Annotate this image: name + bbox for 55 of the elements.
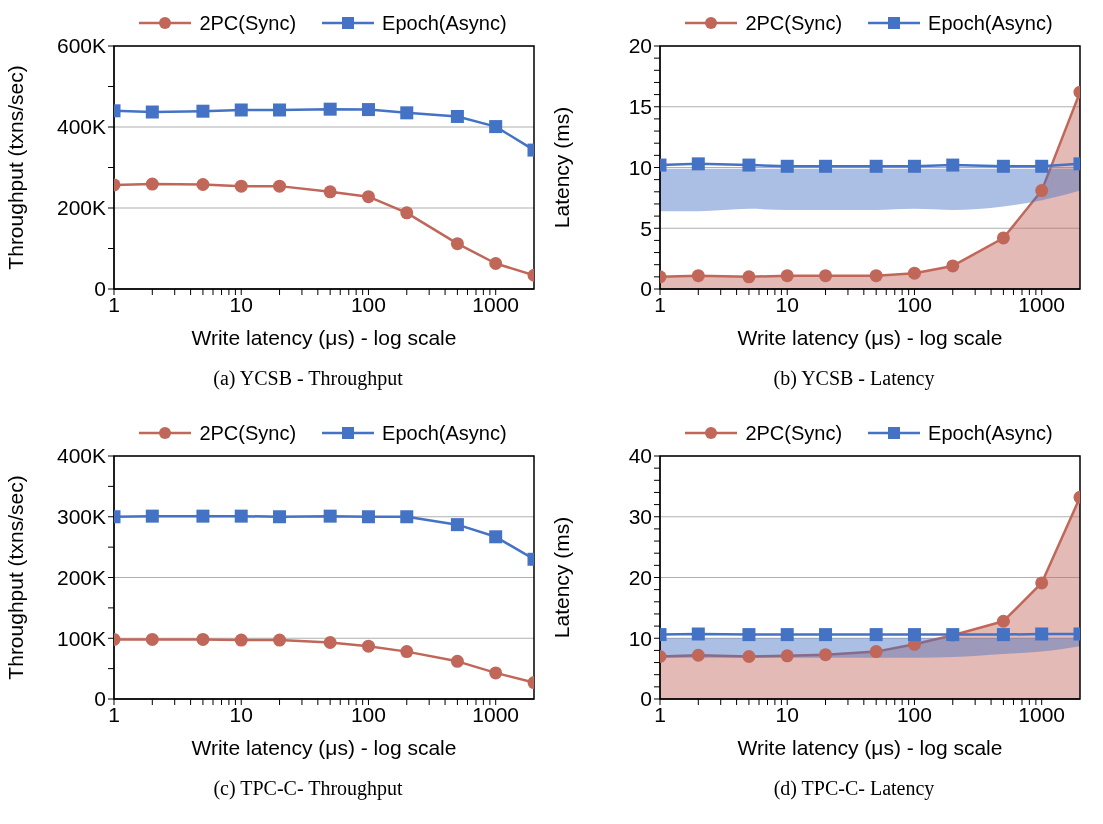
legend-label: 2PC(Sync): [199, 421, 297, 445]
y-tick-label: 10: [628, 626, 652, 650]
legend-label: 2PC(Sync): [745, 421, 843, 445]
x-axis-title: Write latency (μs) - log scale: [737, 326, 1003, 349]
legend-label: Epoch(Async): [382, 421, 507, 445]
x-tick-label: 1: [654, 702, 666, 726]
y-axis-title: Throughput (txns/sec): [4, 65, 28, 270]
x-tick-label: 100: [350, 702, 386, 726]
x-tick-label: 1: [108, 292, 120, 316]
y-tick-label: 20: [628, 565, 652, 589]
y-tick-label: 200K: [56, 565, 106, 589]
legend-label: Epoch(Async): [928, 421, 1053, 445]
y-tick-label: 0: [94, 277, 106, 301]
y-tick-label: 400K: [56, 115, 106, 139]
x-tick-label: 100: [896, 702, 932, 726]
x-axis-title: Write latency (μs) - log scale: [191, 326, 457, 349]
x-tick-label: 1: [654, 292, 666, 316]
x-tick-label: 1000: [472, 292, 520, 316]
y-tick-label: 40: [628, 444, 652, 468]
x-tick-label: 10: [229, 702, 253, 726]
x-tick-label: 1: [108, 702, 120, 726]
x-tick-label: 1000: [472, 702, 520, 726]
y-tick-label: 20: [628, 34, 652, 58]
legend-label: Epoch(Async): [382, 11, 507, 35]
y-tick-label: 5: [640, 216, 652, 240]
y-axis-title: Latency (ms): [550, 106, 574, 229]
y-tick-label: 30: [628, 505, 652, 529]
x-tick-label: 1000: [1018, 702, 1066, 726]
x-tick-label: 10: [775, 702, 799, 726]
y-tick-label: 10: [628, 155, 652, 179]
y-tick-label: 100K: [56, 626, 106, 650]
y-tick-label: 400K: [56, 444, 106, 468]
x-tick-label: 1000: [1018, 292, 1066, 316]
y-axis-title: Throughput (txns/sec): [4, 475, 28, 680]
y-tick-label: 300K: [56, 505, 106, 529]
x-axis-title: Write latency (μs) - log scale: [191, 736, 457, 759]
x-tick-label: 100: [350, 292, 386, 316]
legend-label: Epoch(Async): [928, 11, 1053, 35]
text: (c) TPC-C- Throughput: [212, 777, 404, 800]
x-tick-label: 100: [896, 292, 932, 316]
legend-label: 2PC(Sync): [745, 11, 843, 35]
y-tick-label: 0: [94, 687, 106, 711]
y-tick-label: 15: [628, 95, 652, 119]
y-tick-label: 0: [640, 277, 652, 301]
legend-label: 2PC(Sync): [199, 11, 297, 35]
y-tick-label: 600K: [56, 34, 106, 58]
text: (a) YCSB - Throughput: [212, 367, 404, 390]
y-tick-label: 0: [640, 687, 652, 711]
y-tick-label: 200K: [56, 196, 106, 220]
text: (b) YCSB - Latency: [772, 367, 936, 390]
x-tick-label: 10: [229, 292, 253, 316]
y-axis-title: Latency (ms): [550, 516, 574, 639]
x-axis-title: Write latency (μs) - log scale: [737, 736, 1003, 759]
x-tick-label: 10: [775, 292, 799, 316]
text: (d) TPC-C- Latency: [772, 777, 936, 800]
